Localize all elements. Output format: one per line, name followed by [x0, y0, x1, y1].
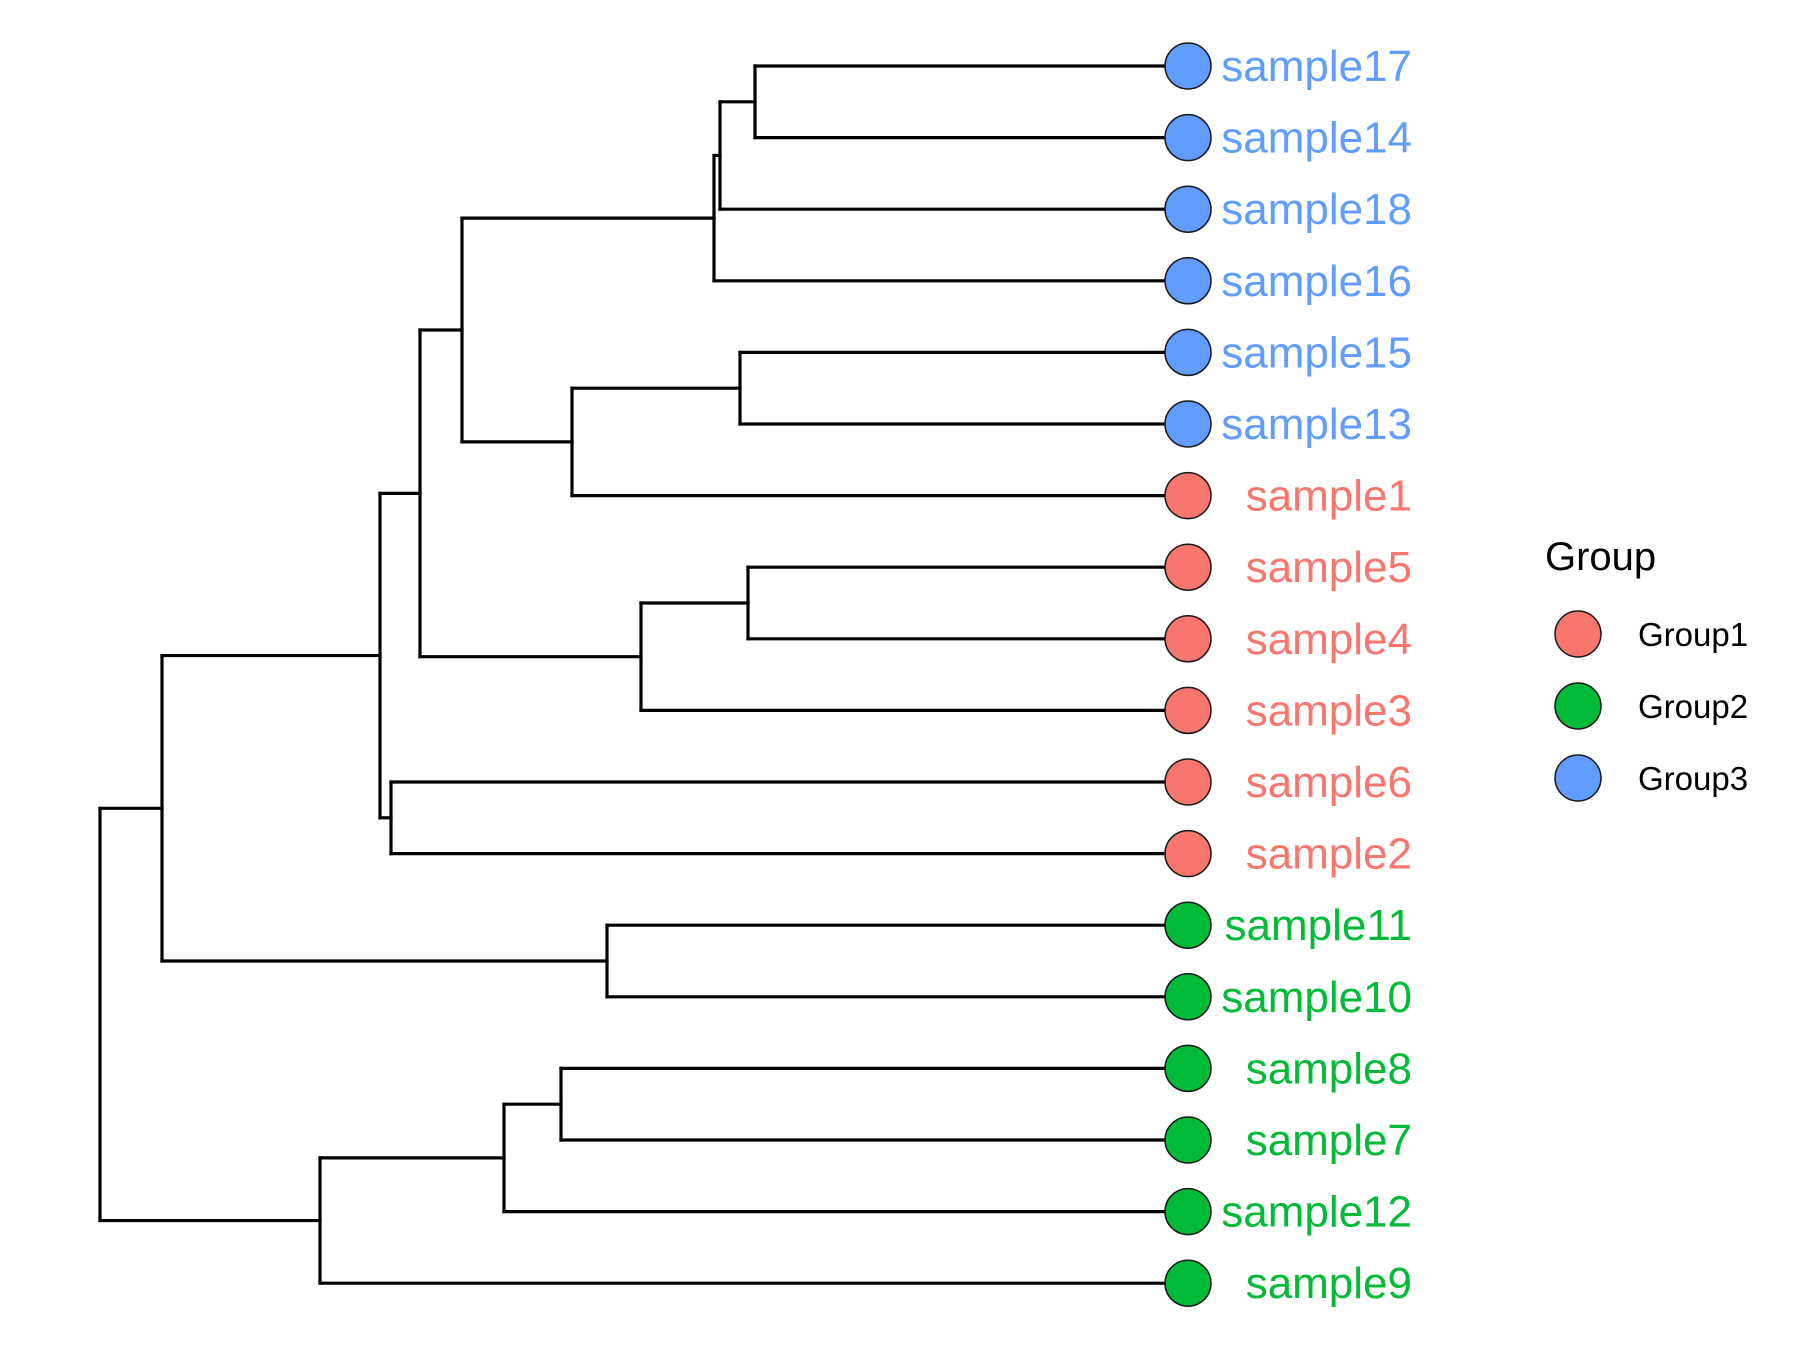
tip-point-sample2: [1164, 829, 1212, 878]
tip-point-sample4: [1164, 615, 1212, 663]
tree-branches: [98, 64, 1190, 1285]
tip-label-sample18: sample18: [1221, 185, 1412, 234]
tip-point-sample8: [1164, 1044, 1212, 1093]
tip-point-sample16: [1164, 257, 1212, 305]
tip-label-sample3: sample3: [1246, 686, 1412, 735]
legend-label-group2: Group2: [1638, 688, 1748, 725]
tip-point-sample18: [1164, 185, 1212, 233]
legend-label-group3: Group3: [1638, 760, 1748, 797]
legend-label-group1: Group1: [1638, 616, 1748, 653]
tip-label-sample9: sample9: [1246, 1259, 1412, 1308]
tip-point-sample1: [1164, 471, 1212, 520]
tip-point-sample13: [1164, 400, 1212, 448]
tip-point-sample11: [1164, 901, 1212, 949]
tip-point-sample7: [1164, 1116, 1212, 1164]
tip-point-sample6: [1164, 758, 1212, 806]
tip-label-sample6: sample6: [1246, 758, 1412, 807]
tip-label-sample4: sample4: [1246, 615, 1412, 664]
tip-label-sample11: sample11: [1224, 901, 1412, 950]
tip-label-sample14: sample14: [1221, 114, 1412, 163]
tree-tips: sample17 sample14 sample18 sample16 sample15…: [1164, 42, 1412, 1308]
legend-key-group3: [1554, 754, 1602, 802]
tip-label-sample5: sample5: [1246, 543, 1412, 592]
tip-point-sample12: [1164, 1187, 1212, 1236]
tip-label-sample8: sample8: [1246, 1044, 1412, 1093]
tip-label-sample13: sample13: [1221, 400, 1412, 449]
legend-key-group2: [1554, 682, 1602, 730]
tip-point-sample15: [1164, 328, 1212, 377]
tip-point-sample14: [1164, 113, 1212, 162]
legend-items: Group1 Group2 Group3: [1554, 610, 1748, 802]
tip-label-sample10: sample10: [1221, 973, 1412, 1022]
tip-label-sample1: sample1: [1246, 472, 1412, 521]
tip-label-sample12: sample12: [1221, 1188, 1412, 1237]
tip-point-sample10: [1164, 973, 1212, 1021]
tip-label-sample15: sample15: [1221, 328, 1412, 377]
tip-point-sample5: [1164, 543, 1212, 591]
tip-label-sample2: sample2: [1246, 830, 1412, 879]
tip-label-sample7: sample7: [1246, 1116, 1412, 1165]
tip-point-sample3: [1164, 686, 1212, 735]
tip-point-sample9: [1164, 1259, 1212, 1307]
tip-label-sample17: sample17: [1221, 42, 1412, 91]
legend-title: Group: [1545, 535, 1656, 579]
legend: Group Group1 Group2 Group3: [1545, 535, 1748, 802]
tip-label-sample16: sample16: [1221, 257, 1412, 306]
tip-point-sample17: [1164, 42, 1212, 90]
legend-key-group1: [1554, 610, 1602, 658]
